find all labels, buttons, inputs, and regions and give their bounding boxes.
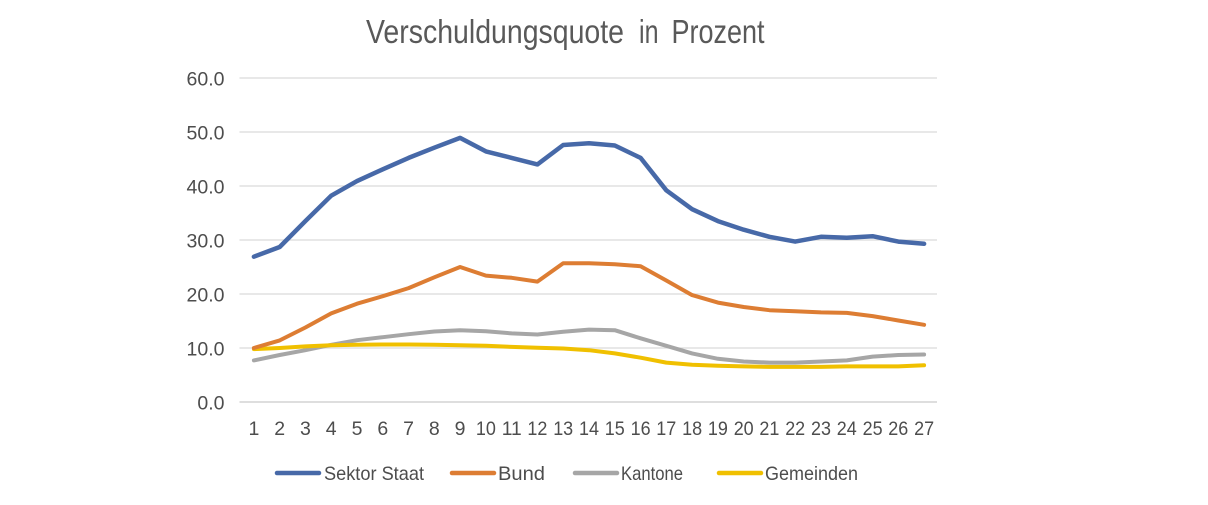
svg-text:0.0: 0.0: [197, 393, 224, 415]
svg-text:19: 19: [708, 418, 728, 440]
svg-text:20: 20: [734, 418, 754, 440]
svg-text:17: 17: [656, 418, 676, 440]
svg-text:Gemeinden: Gemeinden: [765, 463, 858, 485]
svg-text:27: 27: [914, 418, 934, 440]
svg-text:40.0: 40.0: [187, 177, 225, 199]
svg-text:13: 13: [553, 418, 573, 440]
svg-text:Bund: Bund: [498, 463, 545, 485]
svg-text:60.0: 60.0: [187, 69, 225, 91]
svg-text:18: 18: [682, 418, 702, 440]
svg-text:7: 7: [403, 418, 414, 440]
svg-text:Verschuldungsquote: Verschuldungsquote: [366, 13, 624, 50]
svg-text:10: 10: [476, 418, 496, 440]
svg-text:20.0: 20.0: [187, 285, 225, 307]
svg-text:15: 15: [605, 418, 625, 440]
svg-text:25: 25: [863, 418, 883, 440]
svg-text:in: in: [639, 13, 659, 50]
svg-text:Sektor Staat: Sektor Staat: [324, 463, 425, 485]
svg-text:23: 23: [811, 418, 831, 440]
svg-text:24: 24: [837, 418, 857, 440]
svg-text:6: 6: [377, 418, 388, 440]
svg-text:14: 14: [579, 418, 599, 440]
svg-text:22: 22: [785, 418, 805, 440]
svg-text:5: 5: [352, 418, 363, 440]
svg-text:16: 16: [631, 418, 651, 440]
svg-text:12: 12: [527, 418, 547, 440]
svg-text:Kantone: Kantone: [621, 463, 683, 485]
svg-text:30.0: 30.0: [187, 231, 225, 253]
svg-text:50.0: 50.0: [187, 123, 225, 145]
svg-text:2: 2: [274, 418, 285, 440]
svg-text:9: 9: [455, 418, 466, 440]
svg-text:10.0: 10.0: [187, 339, 225, 361]
svg-text:Prozent: Prozent: [672, 13, 765, 50]
svg-text:1: 1: [248, 418, 259, 440]
svg-text:11: 11: [502, 418, 522, 440]
svg-text:21: 21: [759, 418, 779, 440]
svg-text:3: 3: [300, 418, 311, 440]
svg-text:4: 4: [326, 418, 337, 440]
svg-text:8: 8: [429, 418, 440, 440]
svg-text:26: 26: [888, 418, 908, 440]
